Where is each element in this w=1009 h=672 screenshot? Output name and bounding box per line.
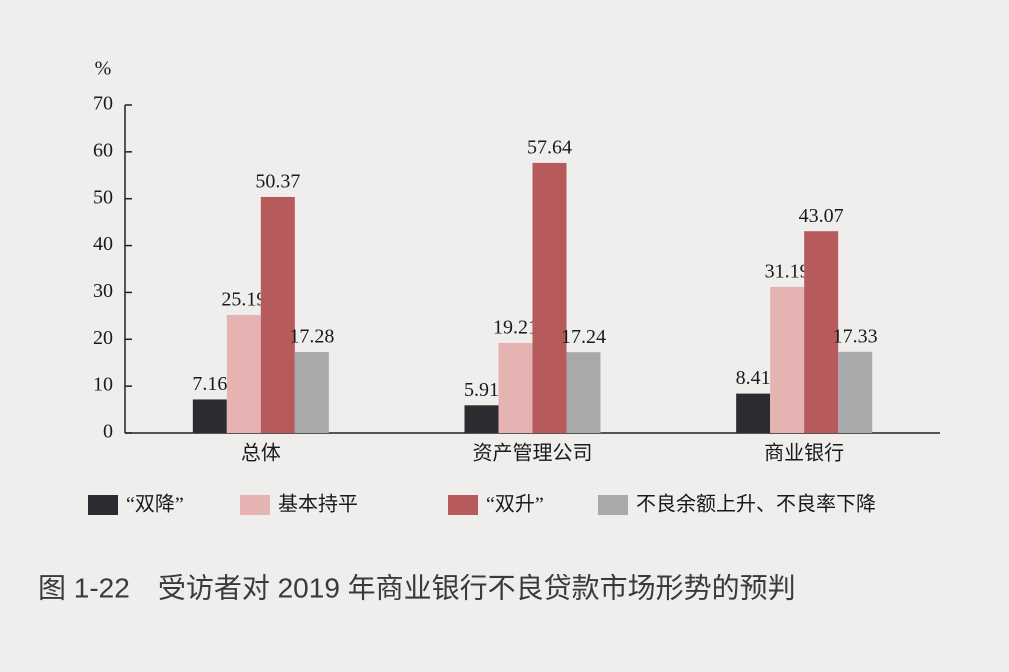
bar: [566, 352, 601, 433]
legend-label: 基本持平: [278, 493, 358, 516]
x-tick-label: 资产管理公司: [473, 442, 593, 465]
bar: [294, 352, 329, 433]
bar: [804, 231, 839, 433]
data-label: 17.24: [561, 326, 606, 348]
bar: [532, 162, 567, 433]
legend-swatch: [448, 495, 478, 515]
bar: [770, 286, 805, 433]
data-label: 25.19: [221, 289, 266, 311]
data-label: 19.21: [493, 317, 538, 339]
data-label: 57.64: [527, 137, 572, 159]
legend-swatch: [598, 495, 628, 515]
data-label: 8.41: [736, 367, 771, 389]
data-label: 50.37: [255, 171, 300, 193]
data-label: 43.07: [799, 205, 844, 227]
y-tick-label: 20: [93, 327, 113, 349]
bar: [736, 393, 771, 433]
legend-label: “双降”: [126, 493, 184, 516]
x-tick-label: 商业银行: [764, 442, 844, 465]
y-tick-label: 50: [93, 186, 113, 208]
bar: [192, 399, 227, 433]
bar: [838, 351, 873, 433]
bar: [226, 314, 261, 433]
bar: [464, 405, 499, 433]
bar: [498, 342, 533, 433]
data-label: 17.33: [833, 325, 878, 347]
data-label: 7.16: [192, 373, 227, 395]
y-tick-label: 40: [93, 233, 113, 255]
data-label: 17.28: [289, 326, 334, 348]
data-label: 31.19: [765, 260, 810, 282]
y-tick-label: 70: [93, 93, 113, 115]
legend-label: 不良余额上升、不良率下降: [636, 493, 876, 516]
y-tick-label: 30: [93, 280, 113, 302]
bar: [260, 196, 295, 433]
y-tick-label: 0: [103, 421, 113, 443]
legend-swatch: [88, 495, 118, 515]
y-tick-label: 10: [93, 374, 113, 396]
y-tick-label: 60: [93, 139, 113, 161]
legend-label: “双升”: [486, 493, 544, 516]
chart-title: 图 1-22 受访者对 2019 年商业银行不良贷款市场形势的预判: [38, 572, 796, 603]
data-label: 5.91: [464, 379, 499, 401]
y-axis-label: %: [95, 58, 112, 80]
legend-swatch: [240, 495, 270, 515]
x-tick-label: 总体: [241, 442, 281, 465]
